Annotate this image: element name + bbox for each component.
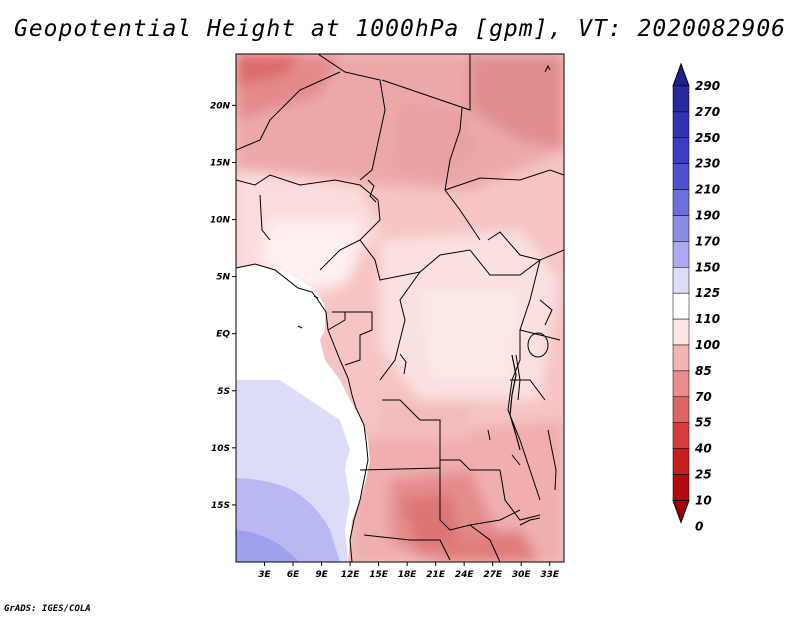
lon-tick-label: 12E bbox=[341, 570, 361, 580]
colorbar-segment bbox=[672, 215, 690, 242]
map-frame bbox=[235, 53, 565, 563]
colorbar-segment bbox=[672, 85, 690, 113]
colorbar-label: 270 bbox=[695, 105, 720, 119]
colorbar-segment bbox=[672, 111, 690, 139]
colorbar-segment bbox=[672, 344, 690, 372]
lon-tick-label: 6E bbox=[287, 570, 300, 580]
colorbar-label: 55 bbox=[695, 416, 712, 430]
lon-tick-label: 15E bbox=[369, 570, 389, 580]
lon-tick-label: 33E bbox=[540, 570, 560, 580]
lat-tick-label: 5N bbox=[216, 273, 230, 283]
lon-tick-label: 21E bbox=[426, 570, 446, 580]
colorbar-top-arrow bbox=[672, 62, 690, 87]
colorbar-label: 100 bbox=[695, 338, 720, 352]
colorbar-segment bbox=[672, 396, 690, 423]
colorbar-segment bbox=[672, 241, 690, 268]
colorbar-segment bbox=[672, 474, 690, 501]
colorbar-label: 40 bbox=[694, 442, 712, 456]
lat-tick-label: EQ bbox=[216, 330, 230, 340]
colorbar-label: 190 bbox=[695, 209, 720, 223]
colorbar-segment bbox=[672, 137, 690, 164]
colorbar-label: 170 bbox=[695, 234, 720, 248]
colorbar-segment bbox=[672, 370, 690, 398]
colorbar-segment bbox=[672, 189, 690, 216]
colorbar-label: 70 bbox=[695, 390, 712, 404]
colorbar-segment bbox=[672, 267, 690, 294]
colorbar-label: 290 bbox=[695, 79, 720, 93]
colorbar-label: 230 bbox=[695, 157, 720, 171]
lon-tick-label: 30E bbox=[512, 570, 532, 580]
lat-tick-label: 5S bbox=[217, 387, 230, 397]
colorbar-label: 250 bbox=[695, 131, 720, 145]
lat-tick-label: 10N bbox=[210, 216, 231, 226]
latitude-axis: 20N 15N 10N 5N EQ 5S 10S 15S bbox=[210, 101, 236, 511]
colorbar-bottom-arrow bbox=[672, 499, 690, 524]
colorbar-segment bbox=[672, 292, 690, 320]
lat-tick-label: 10S bbox=[211, 444, 230, 454]
colorbar-label: 210 bbox=[695, 183, 720, 197]
colorbar: 2902702502302101901701501251101008570554… bbox=[672, 62, 720, 533]
lon-tick-label: 27E bbox=[483, 570, 503, 580]
longitude-axis: 3E 6E 9E 12E 15E 18E 21E 24E 27E 30E 33E bbox=[258, 562, 560, 580]
lon-tick-label: 18E bbox=[398, 570, 418, 580]
lat-tick-label: 20N bbox=[210, 101, 231, 111]
colorbar-segment bbox=[672, 422, 690, 449]
colorbar-label: 10 bbox=[695, 493, 712, 507]
lat-tick-label: 15S bbox=[211, 501, 230, 511]
colorbar-segment bbox=[672, 448, 690, 475]
colorbar-label: 125 bbox=[695, 286, 720, 300]
colorbar-label: 85 bbox=[695, 364, 712, 378]
lon-tick-label: 24E bbox=[455, 570, 475, 580]
colorbar-label: 110 bbox=[695, 312, 720, 326]
lat-tick-label: 15N bbox=[210, 158, 231, 168]
height-field bbox=[236, 54, 564, 562]
colorbar-label: 25 bbox=[695, 468, 712, 482]
footer-credit: GrADS: IGES/COLA bbox=[4, 604, 91, 614]
colorbar-segment bbox=[672, 318, 690, 346]
colorbar-label: 150 bbox=[695, 260, 720, 274]
colorbar-label: 0 bbox=[695, 519, 703, 533]
map-title: Geopotential Height at 1000hPa [gpm], VT… bbox=[13, 16, 787, 42]
lon-tick-label: 3E bbox=[258, 570, 271, 580]
lon-tick-label: 9E bbox=[315, 570, 328, 580]
colorbar-segment bbox=[672, 163, 690, 190]
